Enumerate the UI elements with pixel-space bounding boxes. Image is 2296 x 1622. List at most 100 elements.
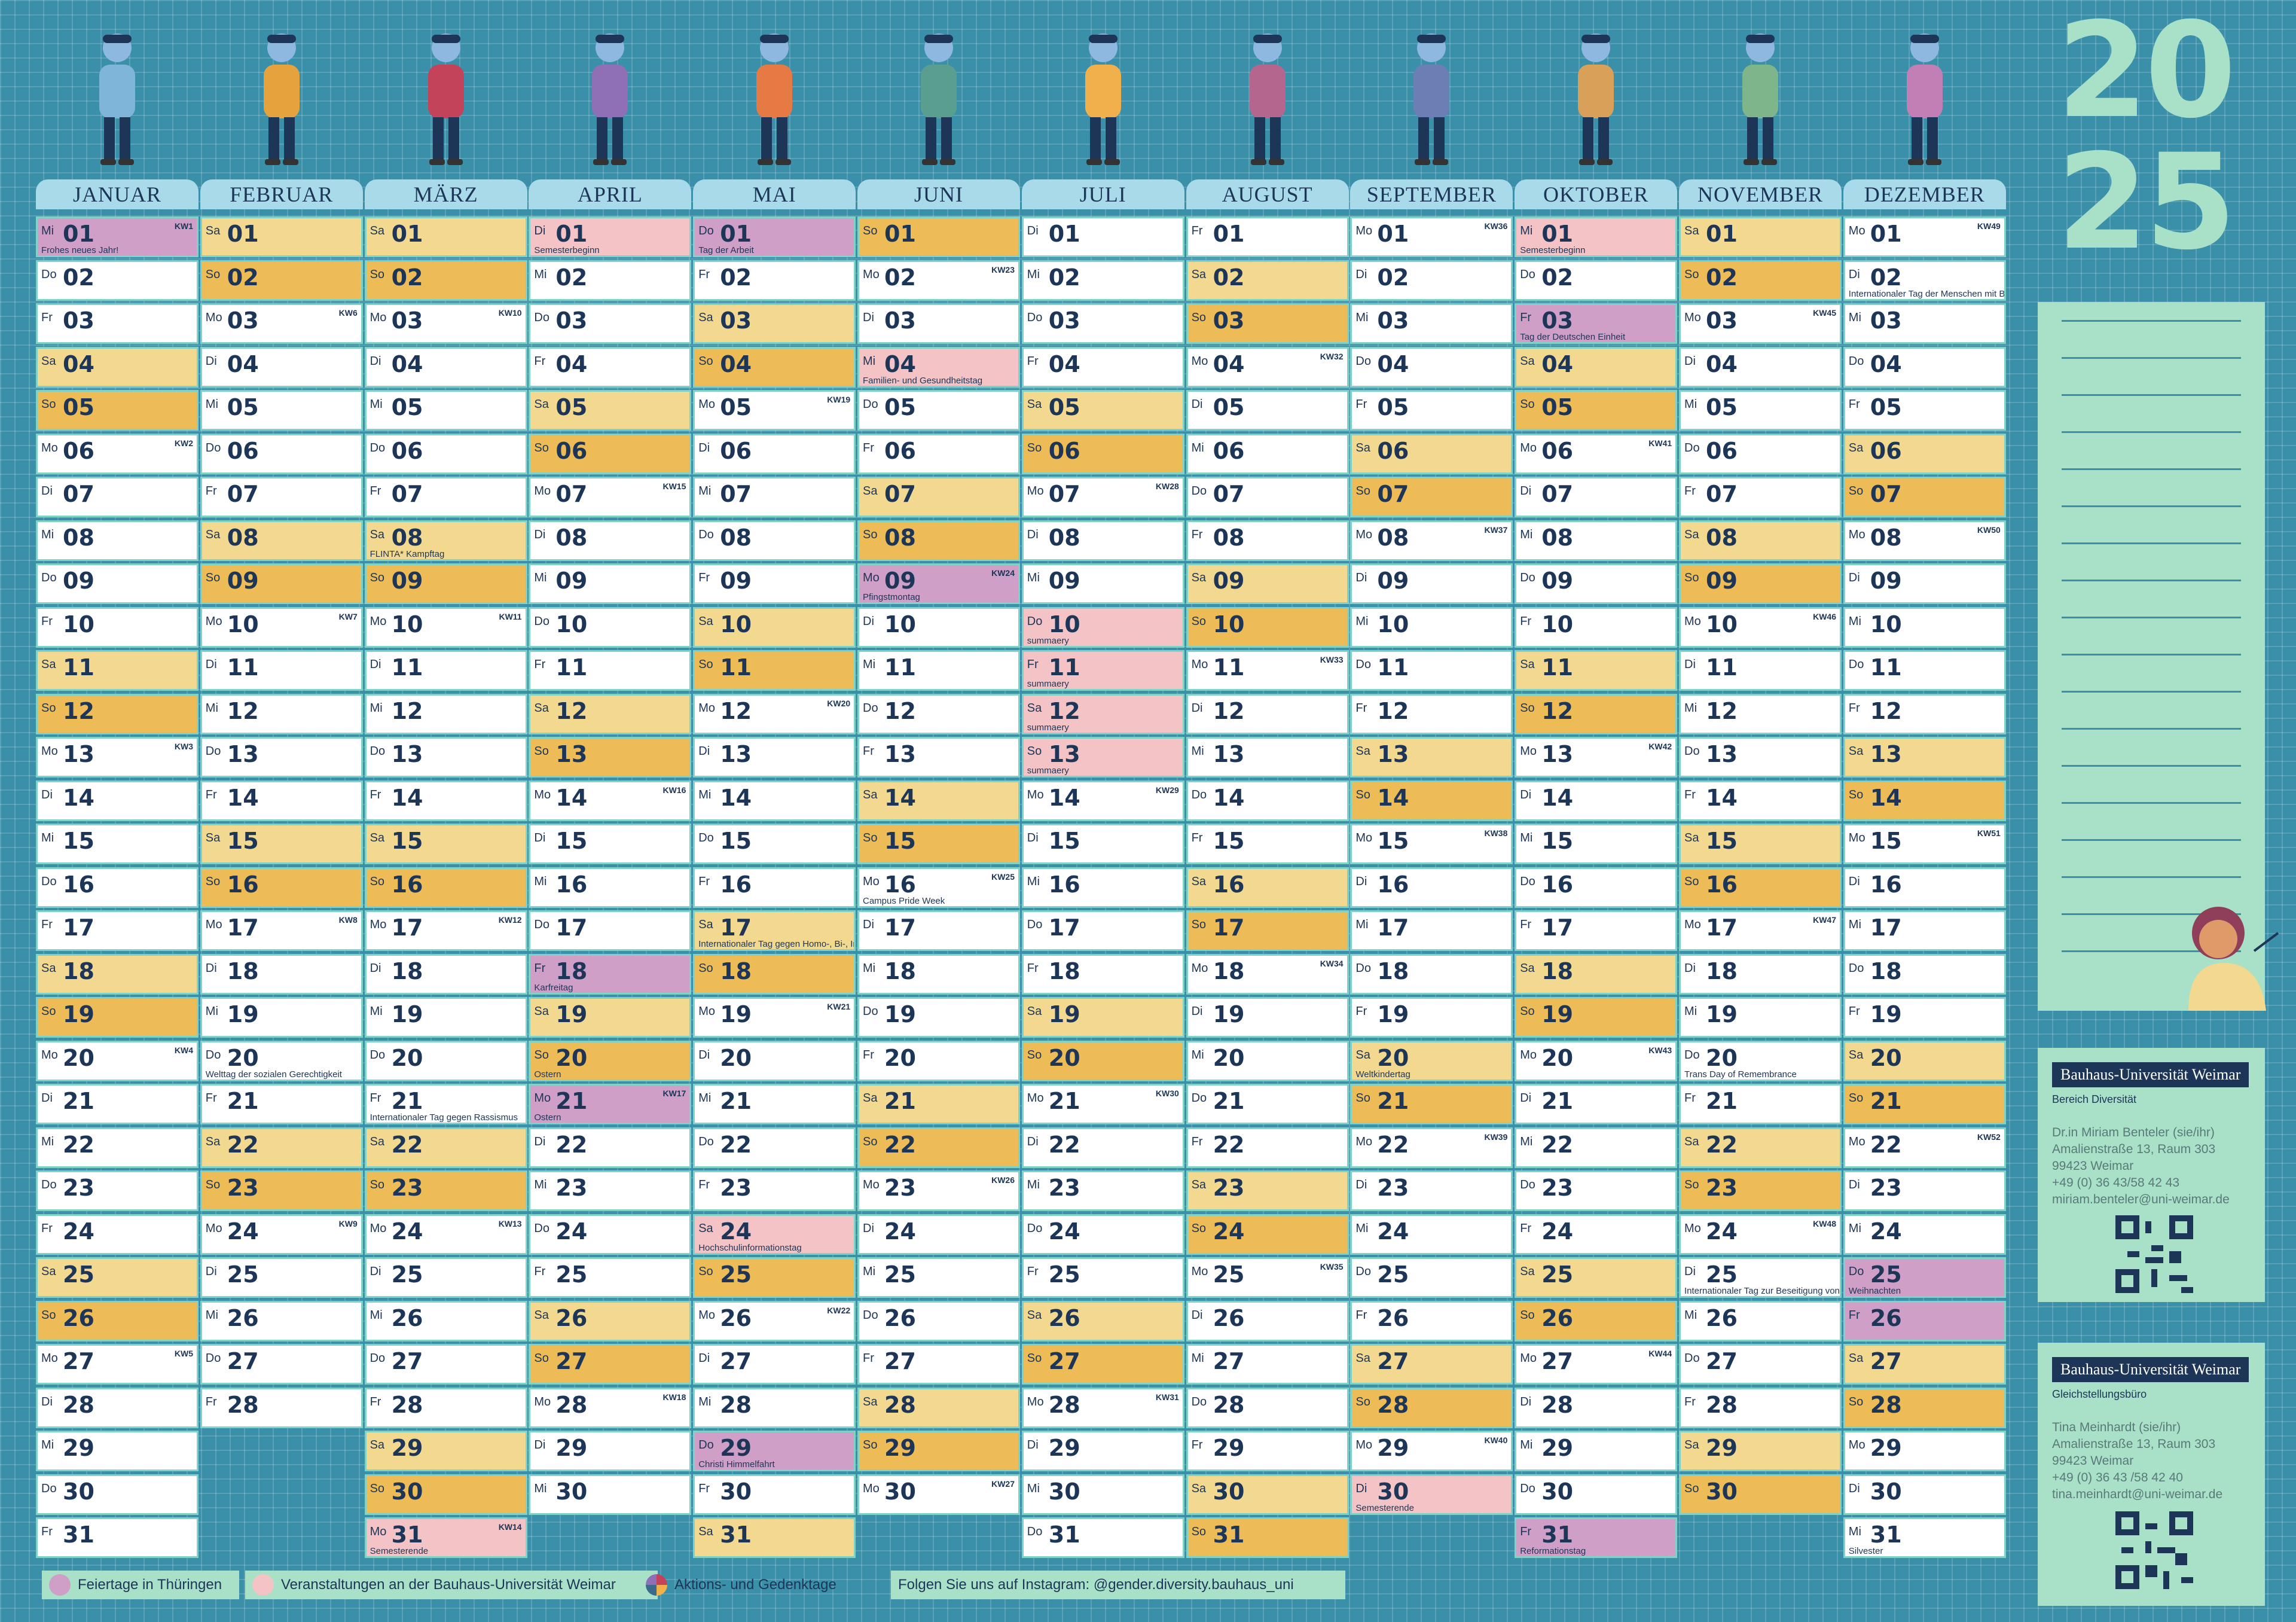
day-cell[interactable]: Di 13 <box>693 737 856 778</box>
day-cell[interactable]: Mi 30 <box>1021 1474 1184 1515</box>
day-cell[interactable]: Mi 07 <box>693 477 856 517</box>
day-cell[interactable]: So 29 <box>857 1431 1020 1471</box>
day-cell[interactable]: Mo 27 KW44 <box>1515 1344 1678 1385</box>
day-cell[interactable]: Mi 10 <box>1350 606 1513 648</box>
day-cell[interactable]: Fr 02 <box>693 260 856 301</box>
day-cell[interactable]: Do 27 <box>1679 1344 1842 1385</box>
day-cell[interactable]: Di 01 <box>1021 217 1184 257</box>
day-cell[interactable]: Sa 18 <box>36 953 199 995</box>
day-cell[interactable]: Mi 24 <box>1350 1214 1513 1255</box>
day-cell[interactable]: Mo 10 KW11 <box>364 606 527 648</box>
day-cell[interactable]: Do 02 <box>36 260 199 301</box>
day-cell[interactable]: Mo 07 KW15 <box>529 477 692 517</box>
day-cell[interactable]: Sa 01 <box>364 217 527 257</box>
day-cell[interactable]: Mo 22 KW39 <box>1350 1127 1513 1168</box>
day-cell[interactable]: Mo 30 KW27 <box>857 1474 1020 1515</box>
day-cell[interactable]: Di 25 Internationaler Tag zur Beseitigung … <box>1679 1257 1842 1298</box>
day-cell[interactable]: Mi 02 <box>529 260 692 301</box>
day-cell[interactable]: Mo 22 KW52 <box>1843 1127 2006 1168</box>
day-cell[interactable]: Fr 14 <box>1679 780 1842 821</box>
day-cell[interactable]: Mo 20 KW43 <box>1515 1040 1678 1081</box>
day-cell[interactable]: Di 19 <box>1186 997 1349 1038</box>
day-cell[interactable]: Di 30 Semesterende <box>1350 1474 1513 1515</box>
day-cell[interactable]: Mi 09 <box>529 563 692 604</box>
day-cell[interactable]: So 26 <box>1515 1300 1678 1341</box>
day-cell[interactable]: Mi 12 <box>200 693 363 734</box>
day-cell[interactable]: Di 14 <box>1515 780 1678 821</box>
day-cell[interactable]: So 10 <box>1186 606 1349 648</box>
day-cell[interactable]: Di 18 <box>364 953 527 995</box>
day-cell[interactable]: Fr 17 <box>1515 910 1678 951</box>
day-cell[interactable]: Mo 17 KW12 <box>364 910 527 951</box>
day-cell[interactable]: Do 13 <box>1679 737 1842 778</box>
day-cell[interactable]: Mo 02 KW23 <box>857 260 1020 301</box>
day-cell[interactable]: So 06 <box>1021 433 1184 474</box>
day-cell[interactable]: Di 04 <box>200 346 363 388</box>
day-cell[interactable]: Sa 11 <box>36 650 199 691</box>
day-cell[interactable]: Mi 13 <box>1186 737 1349 778</box>
day-cell[interactable]: Mo 09 KW24 Pfingstmontag <box>857 563 1020 604</box>
day-cell[interactable]: Mo 08 KW50 <box>1843 520 2006 561</box>
day-cell[interactable]: So 11 <box>693 650 856 691</box>
day-cell[interactable]: Fr 25 <box>1021 1257 1184 1298</box>
day-cell[interactable]: Di 04 <box>1679 346 1842 388</box>
day-cell[interactable]: So 28 <box>1843 1387 2006 1428</box>
day-cell[interactable]: Mo 31 KW14 Semesterende <box>364 1517 527 1558</box>
day-cell[interactable]: Mi 30 <box>529 1474 692 1515</box>
day-cell[interactable]: Fr 11 <box>529 650 692 691</box>
day-cell[interactable]: Fr 14 <box>364 780 527 821</box>
day-cell[interactable]: So 02 <box>364 260 527 301</box>
day-cell[interactable]: Sa 22 <box>200 1127 363 1168</box>
day-cell[interactable]: Do 19 <box>857 997 1020 1038</box>
day-cell[interactable]: Sa 29 <box>364 1431 527 1471</box>
day-cell[interactable]: So 07 <box>1350 477 1513 517</box>
day-cell[interactable]: Fr 13 <box>857 737 1020 778</box>
day-cell[interactable]: Fr 12 <box>1350 693 1513 734</box>
qr-code-icon[interactable] <box>2115 1511 2193 1589</box>
day-cell[interactable]: Di 23 <box>1350 1170 1513 1211</box>
day-cell[interactable]: Di 07 <box>36 477 199 517</box>
day-cell[interactable]: Di 25 <box>364 1257 527 1298</box>
day-cell[interactable]: Mo 04 KW32 <box>1186 346 1349 388</box>
day-cell[interactable]: Sa 04 <box>36 346 199 388</box>
day-cell[interactable]: Mi 16 <box>1021 867 1184 908</box>
day-cell[interactable]: Di 17 <box>857 910 1020 951</box>
day-cell[interactable]: Sa 27 <box>1843 1344 2006 1385</box>
day-cell[interactable]: Sa 13 <box>1350 737 1513 778</box>
day-cell[interactable]: Di 21 <box>1515 1084 1678 1124</box>
day-cell[interactable]: Do 17 <box>529 910 692 951</box>
day-cell[interactable]: Mi 25 <box>857 1257 1020 1298</box>
day-cell[interactable]: So 20 Ostern <box>529 1040 692 1081</box>
day-cell[interactable]: Sa 03 <box>693 303 856 344</box>
day-cell[interactable]: So 05 <box>36 390 199 431</box>
day-cell[interactable]: Mi 26 <box>364 1300 527 1341</box>
day-cell[interactable]: So 23 <box>364 1170 527 1211</box>
day-cell[interactable]: Mi 11 <box>857 650 1020 691</box>
day-cell[interactable]: Do 28 <box>1186 1387 1349 1428</box>
day-cell[interactable]: Do 22 <box>693 1127 856 1168</box>
day-cell[interactable]: So 03 <box>1186 303 1349 344</box>
day-cell[interactable]: So 16 <box>1679 867 1842 908</box>
day-cell[interactable]: Mo 13 KW3 <box>36 737 199 778</box>
day-cell[interactable]: Sa 08 <box>1679 520 1842 561</box>
day-cell[interactable]: Mo 28 KW31 <box>1021 1387 1184 1428</box>
day-cell[interactable]: So 16 <box>200 867 363 908</box>
day-cell[interactable]: Do 11 <box>1350 650 1513 691</box>
day-cell[interactable]: So 04 <box>693 346 856 388</box>
day-cell[interactable]: Sa 26 <box>529 1300 692 1341</box>
day-cell[interactable]: Mo 19 KW21 <box>693 997 856 1038</box>
day-cell[interactable]: Mi 06 <box>1186 433 1349 474</box>
day-cell[interactable]: Do 17 <box>1021 910 1184 951</box>
day-cell[interactable]: Fr 20 <box>857 1040 1020 1081</box>
day-cell[interactable]: So 21 <box>1843 1084 2006 1124</box>
day-cell[interactable]: Mo 24 KW13 <box>364 1214 527 1255</box>
day-cell[interactable]: Mi 17 <box>1843 910 2006 951</box>
day-cell[interactable]: Fr 10 <box>36 606 199 648</box>
day-cell[interactable]: Di 02 Internationaler Tag der Menschen mit… <box>1843 260 2006 301</box>
day-cell[interactable]: Mo 18 KW34 <box>1186 953 1349 995</box>
day-cell[interactable]: Di 04 <box>364 346 527 388</box>
day-cell[interactable]: Fr 30 <box>693 1474 856 1515</box>
day-cell[interactable]: Mo 13 KW42 <box>1515 737 1678 778</box>
day-cell[interactable]: Di 18 <box>200 953 363 995</box>
day-cell[interactable]: Fr 26 <box>1350 1300 1513 1341</box>
